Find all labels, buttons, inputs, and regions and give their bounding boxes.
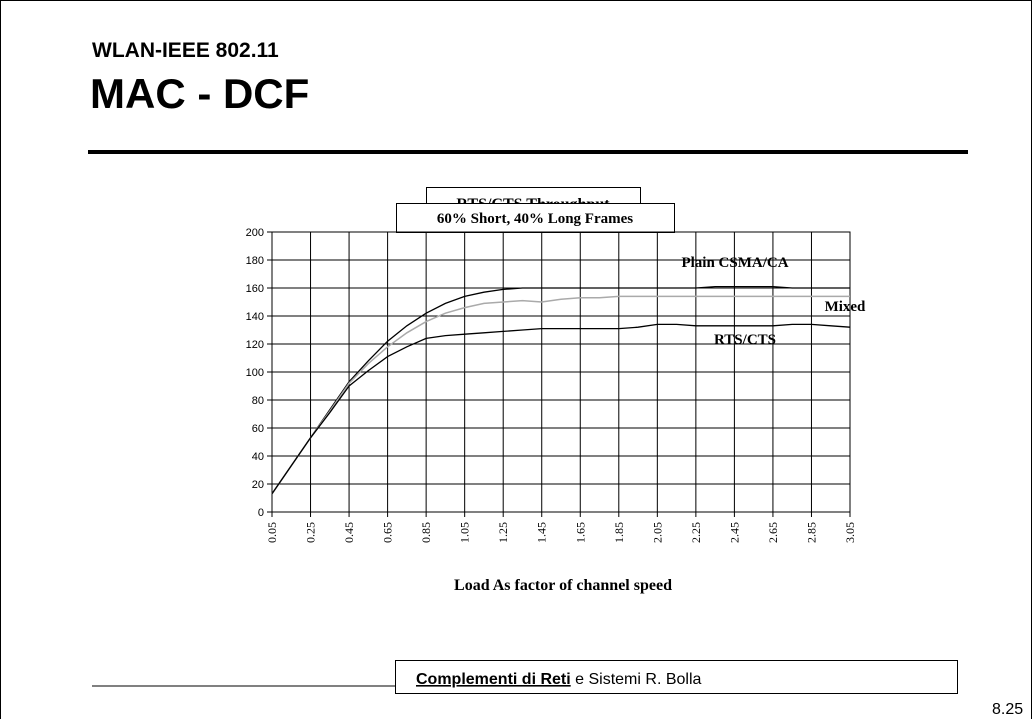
- y-tick-label: 140: [246, 311, 264, 323]
- y-tick-label: 200: [246, 227, 264, 239]
- footer-box: [395, 660, 958, 694]
- plot-frame: [271, 231, 851, 513]
- x-tick-label: 0.25: [304, 522, 318, 543]
- x-axis-label: Load As factor of channel speed: [454, 577, 672, 594]
- subtitle-box: [396, 203, 675, 233]
- y-tick-label: 40: [252, 451, 264, 463]
- x-tick-label: 0.45: [342, 522, 356, 543]
- slide-title: MAC - DCF: [90, 70, 309, 117]
- y-tick-label: 60: [252, 423, 264, 435]
- series-label: RTS/CTS: [714, 332, 776, 348]
- y-tick-label: 160: [246, 283, 264, 295]
- x-tick-label: 1.05: [458, 522, 472, 543]
- y-tick-label: 120: [246, 339, 264, 351]
- footer-text: Complementi di Reti e Sistemi R. Bolla: [416, 671, 702, 688]
- x-tick-label: 1.45: [535, 522, 549, 543]
- x-tick-label: 2.45: [727, 522, 741, 543]
- x-tick-label: 2.25: [689, 522, 703, 543]
- series-label: Mixed: [825, 299, 866, 315]
- series-line: [271, 285, 850, 495]
- y-tick-label: 80: [252, 395, 264, 407]
- footer-rest: e Sistemi R. Bolla: [575, 671, 701, 688]
- y-tick-label: 100: [246, 367, 264, 379]
- series-line: [271, 323, 851, 495]
- footer-course: Complementi di Reti: [416, 671, 571, 688]
- series-line: [271, 295, 850, 495]
- page-number: 8.25: [992, 701, 1023, 718]
- slide-subtitle: WLAN-IEEE 802.11: [92, 39, 279, 62]
- x-tick-label: 2.85: [804, 522, 818, 543]
- y-tick-label: 180: [246, 255, 264, 267]
- y-tick-label: 0: [258, 507, 264, 519]
- x-tick-label: 0.85: [419, 522, 433, 543]
- x-tick-label: 2.05: [650, 522, 664, 543]
- x-tick-label: 1.65: [573, 522, 587, 543]
- x-tick-label: 3.05: [843, 522, 857, 543]
- series-label: Plain CSMA/CA: [681, 255, 788, 271]
- x-tick-label: 0.65: [381, 522, 395, 543]
- x-tick-label: 1.85: [612, 522, 626, 543]
- y-tick-label: 20: [252, 479, 264, 491]
- chart-subtitle: 60% Short, 40% Long Frames: [437, 211, 633, 227]
- x-tick-label: 0.05: [265, 522, 279, 543]
- x-tick-label: 1.25: [496, 522, 510, 543]
- x-tick-label: 2.65: [766, 522, 780, 543]
- plot: 0 20 40 60 80 100 120 140 160 180 200 0.05 0.25 0.45 0…: [246, 227, 866, 543]
